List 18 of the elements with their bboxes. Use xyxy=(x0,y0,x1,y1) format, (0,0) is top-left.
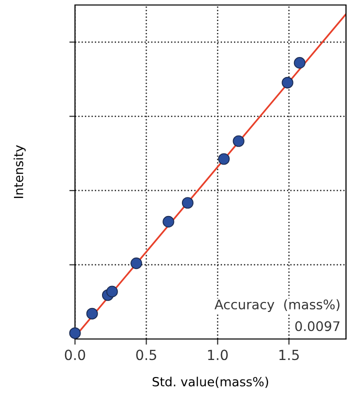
point xyxy=(182,197,194,209)
point xyxy=(218,153,230,165)
annotation: Accuracy (mass%) xyxy=(214,299,340,312)
point xyxy=(232,135,244,147)
point xyxy=(69,327,81,339)
x-axis-title: Std. value(mass%) xyxy=(152,376,268,388)
point xyxy=(294,57,306,69)
x-tick-label: 1.5 xyxy=(279,350,299,360)
point xyxy=(130,258,142,270)
x-tick-label: 1.0 xyxy=(208,350,228,360)
x-tick-label: 0.0 xyxy=(64,350,86,360)
point xyxy=(106,286,118,298)
annotation: 0.0097 xyxy=(295,321,340,332)
point xyxy=(86,308,98,320)
point xyxy=(282,76,294,88)
y-axis-title: Intensity xyxy=(14,145,26,198)
point xyxy=(162,216,174,228)
x-tick-label: 0.5 xyxy=(136,350,156,360)
